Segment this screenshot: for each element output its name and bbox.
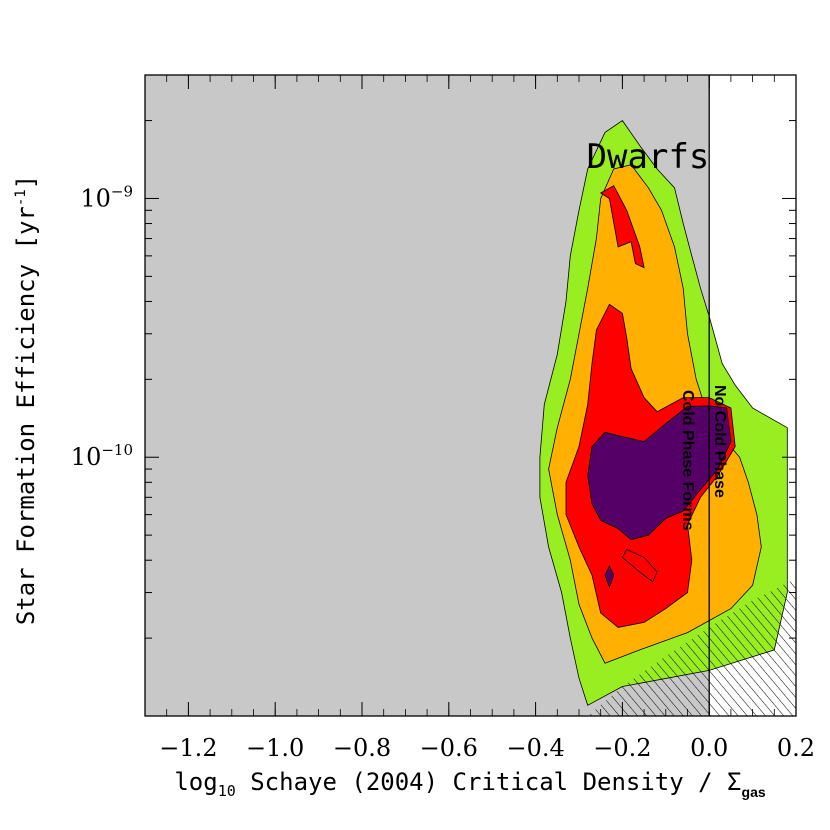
- x-tick-label: −1.2: [159, 734, 217, 762]
- axis-ticks: −1.2 −1.0 −0.8 −0.6 −0.4 −0.2 0.0 0.2 10−9 10−10: [71, 75, 815, 762]
- y-axis-label: Star Formation Efficiency [yr-1]: [12, 175, 40, 625]
- hatch-fill: [587, 578, 796, 716]
- x-tick-label: −0.8: [333, 734, 391, 762]
- cold-phase-forms-label: Cold Phase Forms: [679, 390, 696, 531]
- x-tick-label: −0.2: [593, 734, 651, 762]
- x-tick-label: −0.6: [420, 734, 478, 762]
- x-tick-label: −1.0: [246, 734, 304, 762]
- y-tick-label: 10−9: [80, 182, 133, 212]
- contour-red-patch: [621, 548, 658, 583]
- contour-level-4b: [604, 565, 615, 589]
- y-tick-label: 10−10: [71, 441, 133, 471]
- contour-level-3b: [599, 185, 645, 269]
- x-tick-label: 0.0: [690, 734, 728, 762]
- hatched-region: [587, 578, 796, 716]
- x-tick-label: 0.2: [777, 734, 815, 762]
- contour-level-4a: [587, 405, 732, 541]
- x-axis-label: log10 Schaye (2004) Critical Density / Σ…: [174, 768, 765, 800]
- contour-layers: [539, 120, 788, 706]
- dwarfs-label: Dwarfs: [587, 137, 710, 177]
- x-tick-label: −0.4: [506, 734, 564, 762]
- no-cold-phase-label: No Cold Phase: [711, 385, 728, 498]
